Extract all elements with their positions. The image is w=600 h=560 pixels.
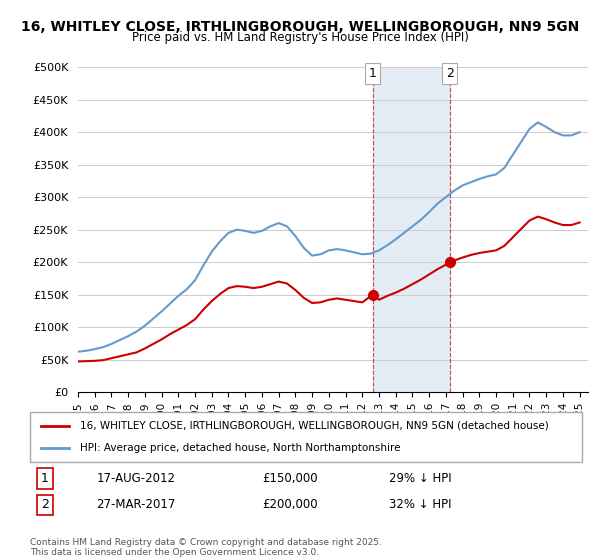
- Text: Contains HM Land Registry data © Crown copyright and database right 2025.
This d: Contains HM Land Registry data © Crown c…: [30, 538, 382, 557]
- Bar: [373, 67, 450, 392]
- Text: 27-MAR-2017: 27-MAR-2017: [96, 498, 176, 511]
- Text: £150,000: £150,000: [262, 472, 317, 485]
- Text: HPI: Average price, detached house, North Northamptonshire: HPI: Average price, detached house, Nort…: [80, 443, 400, 453]
- Text: 2: 2: [446, 67, 454, 80]
- Text: Price paid vs. HM Land Registry's House Price Index (HPI): Price paid vs. HM Land Registry's House …: [131, 31, 469, 44]
- Text: 29% ↓ HPI: 29% ↓ HPI: [389, 472, 451, 485]
- Text: 16, WHITLEY CLOSE, IRTHLINGBOROUGH, WELLINGBOROUGH, NN9 5GN (detached house): 16, WHITLEY CLOSE, IRTHLINGBOROUGH, WELL…: [80, 421, 548, 431]
- FancyBboxPatch shape: [30, 412, 582, 462]
- Text: 1: 1: [369, 67, 377, 80]
- Text: 1: 1: [41, 472, 49, 485]
- Text: 32% ↓ HPI: 32% ↓ HPI: [389, 498, 451, 511]
- Text: 16, WHITLEY CLOSE, IRTHLINGBOROUGH, WELLINGBOROUGH, NN9 5GN: 16, WHITLEY CLOSE, IRTHLINGBOROUGH, WELL…: [21, 20, 579, 34]
- Text: £200,000: £200,000: [262, 498, 317, 511]
- Text: 2: 2: [41, 498, 49, 511]
- Text: 17-AUG-2012: 17-AUG-2012: [96, 472, 175, 485]
